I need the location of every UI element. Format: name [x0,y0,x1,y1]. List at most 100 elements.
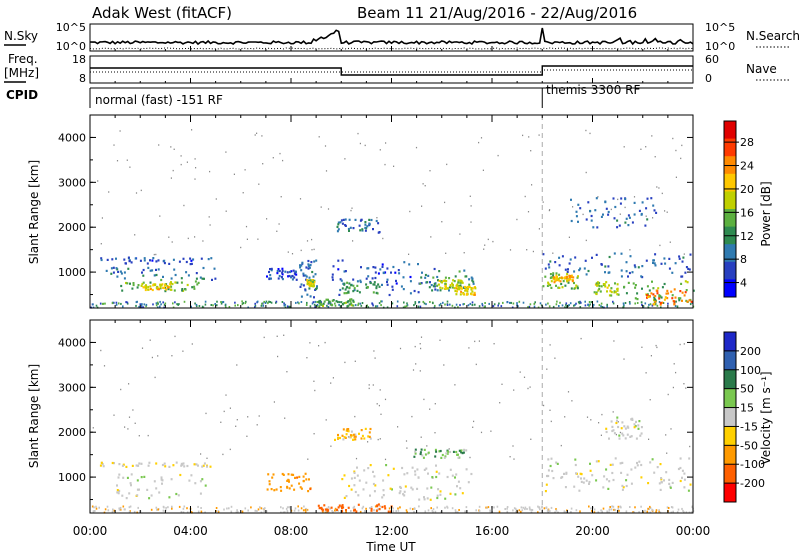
ground-scatter-cell [304,509,307,511]
scatter-cell [578,489,581,492]
scatter-cell [549,284,552,287]
ground-scatter-cell [444,506,446,509]
scatter-cell [349,226,352,229]
ground-scatter-cell [481,304,484,307]
scatter-cell [633,213,636,216]
scatter-cell [349,298,351,301]
scatter-cell [431,476,434,479]
scatter-cell [319,299,322,303]
scatter-cell [466,289,468,292]
scatter-cell [398,492,401,495]
ground-scatter-cell [122,305,124,308]
scatter-cell [453,280,456,283]
scatter-cell [459,487,462,490]
colorbar-tick-label: 200 [740,345,761,358]
ground-scatter-cell [306,301,308,304]
scatter-cell [624,437,627,440]
noise-cell [246,435,248,437]
noise-cell [174,335,176,338]
scatter-cell [267,473,270,476]
noise-cell [258,415,260,417]
scatter-cell [151,259,154,262]
ground-scatter-cell [642,305,645,308]
scatter-cell [575,284,578,287]
scatter-cell [377,231,380,234]
scatter-cell [668,257,671,260]
ground-scatter-cell [262,507,265,510]
noise-cell [538,228,540,230]
ground-scatter-cell [528,507,531,510]
scatter-cell [352,433,355,436]
scatter-cell [361,434,364,437]
scatter-cell [466,288,469,291]
scatter-cell [326,508,329,511]
ground-scatter-cell [451,507,454,510]
noise-cell [468,347,470,349]
scatter-cell [663,282,666,286]
noise-cell [385,142,387,144]
scatter-cell [146,488,149,491]
noise-cell [445,252,447,254]
scatter-cell [681,275,684,278]
scatter-cell [299,486,302,489]
ground-scatter-cell [305,304,308,306]
scatter-cell [149,281,152,284]
scatter-cell [345,433,348,436]
scatter-cell [577,220,579,223]
colorbar-swatch [724,483,736,503]
scatter-cell [191,286,194,289]
scatter-cell [353,508,356,511]
scatter-cell [173,289,176,292]
scatter-cell [620,275,623,278]
ground-scatter-cell [414,507,416,510]
scatter-cell [341,287,344,290]
scatter-cell [567,281,570,284]
scatter-cell [206,465,208,468]
ground-scatter-cell [197,510,200,513]
scatter-cell [681,291,684,294]
scatter-cell [424,276,427,279]
scatter-cell [633,426,636,429]
scatter-cell [378,285,381,288]
scatter-cell [434,455,437,458]
ground-scatter-cell [649,507,652,510]
scatter-cell [444,279,446,282]
ground-scatter-cell [526,508,528,510]
noise-cell [623,146,625,148]
scatter-cell [353,287,356,290]
scatter-cell [275,488,278,491]
noise-cell [554,357,556,359]
scatter-cell [304,274,307,277]
scatter-cell [339,305,342,308]
scatter-cell [128,260,131,263]
ground-scatter-cell [488,302,490,305]
scatter-cell [181,288,184,291]
noise-cell [444,201,446,204]
scatter-cell [650,292,653,295]
scatter-cell [377,222,380,225]
ground-scatter-cell [463,303,465,305]
scatter-cell [125,262,127,265]
scatter-cell [322,304,324,307]
noise-cell [512,445,514,447]
noise-cell [412,369,415,371]
scatter-cell [465,293,468,296]
noise-cell [368,387,370,390]
scatter-cell [569,258,572,261]
ground-scatter-cell [691,505,694,508]
scatter-cell [350,488,353,491]
scatter-cell [298,482,301,485]
noise-cell [256,132,258,134]
velocity-heatmap [91,320,695,514]
scatter-cell [344,436,347,439]
noise-cell [384,458,387,461]
scatter-cell [641,287,643,290]
scatter-cell [288,274,291,278]
scatter-cell [589,210,592,213]
ground-scatter-cell [579,306,582,308]
scatter-cell [176,281,179,284]
scatter-cell [127,267,130,270]
scatter-cell [438,472,441,475]
noise-cell [247,416,249,418]
scatter-cell [637,424,640,427]
